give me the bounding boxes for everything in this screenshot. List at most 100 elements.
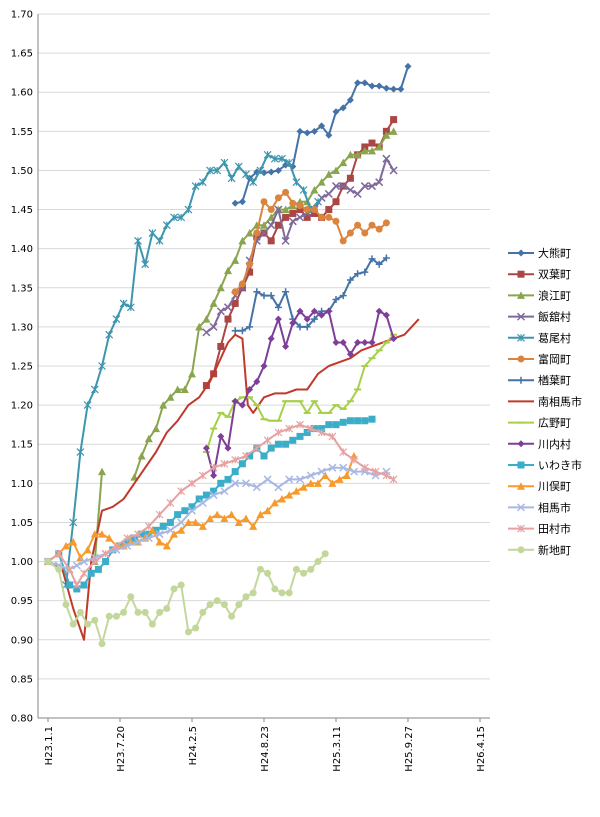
y-tick-label: 1.45 [11, 205, 33, 216]
data-point [368, 139, 376, 147]
data-point [303, 206, 311, 214]
data-point [228, 612, 236, 620]
legend-item: いわき市 [508, 458, 582, 472]
x-tick-label: H25.9.27 [404, 726, 415, 772]
data-point [303, 315, 311, 323]
data-point [256, 510, 265, 519]
data-point [332, 421, 340, 429]
data-point [102, 558, 110, 566]
data-point [382, 254, 390, 262]
data-point [361, 229, 369, 237]
data-point [375, 178, 384, 187]
data-point [209, 299, 218, 307]
data-point [390, 85, 398, 93]
data-point [306, 479, 315, 487]
data-point [72, 581, 81, 589]
data-point [223, 303, 233, 312]
y-tick-label: 1.20 [11, 401, 33, 412]
data-point [331, 182, 341, 191]
data-point [285, 491, 294, 499]
data-point [339, 182, 348, 191]
data-point [367, 182, 377, 191]
legend-item: 葛尾村 [508, 331, 571, 345]
data-point [382, 219, 390, 227]
data-point [184, 518, 193, 526]
data-point [256, 565, 264, 573]
data-point [281, 205, 290, 214]
legend-label: 葛尾村 [538, 331, 571, 345]
data-point [112, 315, 121, 323]
data-point [375, 225, 383, 233]
data-point [332, 108, 340, 116]
y-tick-label: 0.85 [11, 674, 33, 685]
data-point [126, 303, 135, 312]
data-point [282, 213, 290, 221]
data-point [267, 221, 276, 230]
series-line [47, 318, 420, 641]
data-point [314, 558, 322, 566]
data-point [307, 565, 315, 573]
data-point [44, 558, 52, 566]
data-point [274, 315, 282, 323]
data-point [177, 526, 186, 534]
data-point [318, 311, 326, 319]
axes: 0.80 0.85 0.90 0.95 1.00 1.05 1.10 1.15 1.20 1.25… [11, 10, 490, 772]
data-point [148, 620, 156, 628]
legend-label: 相馬市 [538, 500, 571, 514]
data-point [517, 355, 525, 363]
data-point [98, 362, 106, 370]
data-point [206, 514, 214, 523]
data-point [238, 327, 246, 335]
legend-label: 浪江町 [538, 288, 571, 302]
data-point [94, 565, 102, 573]
data-point [382, 131, 391, 139]
data-point [310, 425, 318, 433]
data-point [62, 541, 70, 550]
data-point [231, 299, 239, 307]
y-tick-label: 0.80 [11, 714, 33, 725]
data-point [354, 221, 362, 229]
data-point [242, 593, 250, 601]
data-point [170, 530, 178, 538]
data-point [267, 335, 275, 343]
legend-label: 双葉町 [538, 267, 571, 281]
data-point [375, 82, 383, 90]
data-point [174, 511, 182, 519]
data-point [231, 397, 239, 405]
data-point [517, 461, 525, 469]
data-point [216, 307, 225, 316]
data-point [332, 198, 340, 206]
data-point [69, 518, 78, 527]
data-point [274, 303, 282, 311]
data-point [101, 549, 110, 558]
data-point [242, 514, 250, 523]
data-point [120, 608, 128, 616]
data-point [227, 510, 236, 519]
data-point [278, 154, 286, 163]
data-point [317, 428, 326, 437]
data-point [339, 448, 348, 456]
data-point [79, 557, 89, 566]
data-point [310, 127, 318, 135]
data-point [259, 228, 269, 238]
data-point [339, 104, 347, 112]
data-point [260, 221, 268, 229]
data-point [289, 199, 297, 207]
data-point [224, 444, 232, 452]
legend-label: 富岡町 [538, 352, 571, 366]
data-point [270, 498, 279, 507]
legend-item: 相馬市 [508, 500, 571, 514]
data-point [263, 436, 272, 445]
data-point [375, 142, 384, 151]
data-point [170, 213, 178, 222]
data-point [260, 452, 268, 460]
data-point [318, 122, 326, 130]
legend-label: 飯舘村 [538, 310, 571, 324]
data-point [112, 541, 121, 550]
data-point [191, 518, 200, 526]
data-point [238, 198, 246, 206]
data-point [390, 335, 398, 343]
data-point [368, 221, 376, 229]
data-point [238, 236, 247, 245]
data-point [66, 581, 74, 589]
